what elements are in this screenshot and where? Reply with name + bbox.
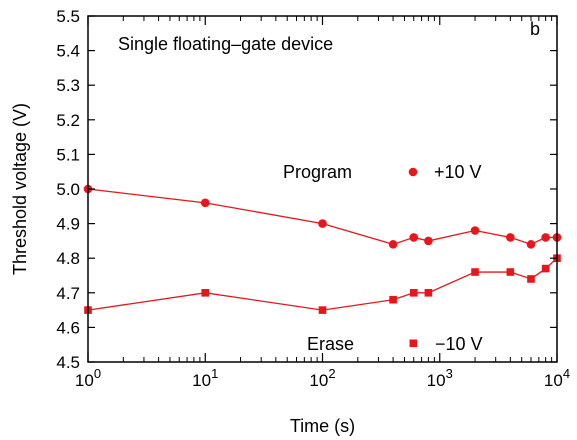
panel-label: b — [530, 19, 540, 39]
y-tick-label: 5.5 — [56, 7, 80, 26]
x-tick-exponent: 2 — [328, 366, 335, 381]
x-tick-base: 10 — [544, 371, 563, 390]
y-tick-label: 5.0 — [56, 180, 80, 199]
legend-markers — [408, 167, 418, 348]
x-tick-label: 103 — [427, 366, 453, 390]
x-axis-label: Time (s) — [290, 416, 355, 436]
program-point — [388, 240, 398, 249]
erase-point — [527, 275, 535, 283]
program-point — [424, 236, 433, 246]
erase-point — [409, 289, 418, 297]
x-tick-base: 10 — [192, 371, 211, 390]
legend-erase-marker — [409, 339, 418, 348]
program-point — [470, 226, 480, 235]
y-tick-label: 4.9 — [56, 215, 80, 234]
erase-point — [201, 289, 210, 297]
program-point — [526, 240, 536, 249]
legend-program-label: Program — [283, 162, 352, 182]
legend-erase-label: Erase — [307, 334, 354, 354]
erase-point — [318, 306, 327, 314]
series-line-program — [87, 188, 557, 246]
program-point — [200, 198, 210, 208]
x-tick-exponent: 1 — [211, 366, 218, 381]
x-tick-label: 100 — [75, 366, 101, 390]
erase-point — [424, 289, 433, 297]
x-tick-exponent: 3 — [446, 366, 453, 381]
erase-point — [471, 268, 479, 276]
x-tick-label: 102 — [309, 366, 335, 390]
x-tick-base: 10 — [75, 371, 94, 390]
series-layer — [83, 184, 562, 314]
x-tick-label: 104 — [544, 366, 570, 390]
y-tick-label: 5.2 — [56, 111, 80, 130]
chart-title: Single floating–gate device — [118, 34, 333, 54]
y-axis-label: Threshold voltage (V) — [10, 103, 30, 275]
program-point — [318, 219, 327, 228]
x-tick-label: 101 — [192, 366, 218, 390]
labels-layer: Single floating–gate device b Time (s) T… — [10, 19, 540, 436]
x-tick-exponent: 0 — [94, 366, 101, 381]
legend-erase-voltage: −10 V — [435, 334, 483, 354]
y-tick-label: 5.1 — [56, 145, 80, 164]
y-tick-label: 4.5 — [56, 353, 80, 372]
legend-program-voltage: +10 V — [434, 162, 482, 182]
program-point — [541, 233, 550, 242]
erase-point — [506, 268, 515, 276]
y-tick-label: 4.6 — [56, 318, 80, 337]
y-tick-label: 5.4 — [56, 42, 80, 61]
program-point — [409, 233, 419, 242]
y-tick-label: 4.7 — [56, 284, 80, 303]
erase-point — [541, 264, 550, 273]
legend-program-marker — [408, 167, 418, 177]
x-tick-exponent: 4 — [563, 366, 570, 381]
x-tick-base: 10 — [309, 371, 328, 390]
series-line-erase — [87, 257, 558, 311]
y-tick-label: 5.3 — [56, 76, 80, 95]
program-point — [506, 233, 515, 242]
x-tick-base: 10 — [427, 371, 446, 390]
erase-point — [389, 295, 397, 304]
y-tick-label: 4.8 — [56, 249, 80, 268]
